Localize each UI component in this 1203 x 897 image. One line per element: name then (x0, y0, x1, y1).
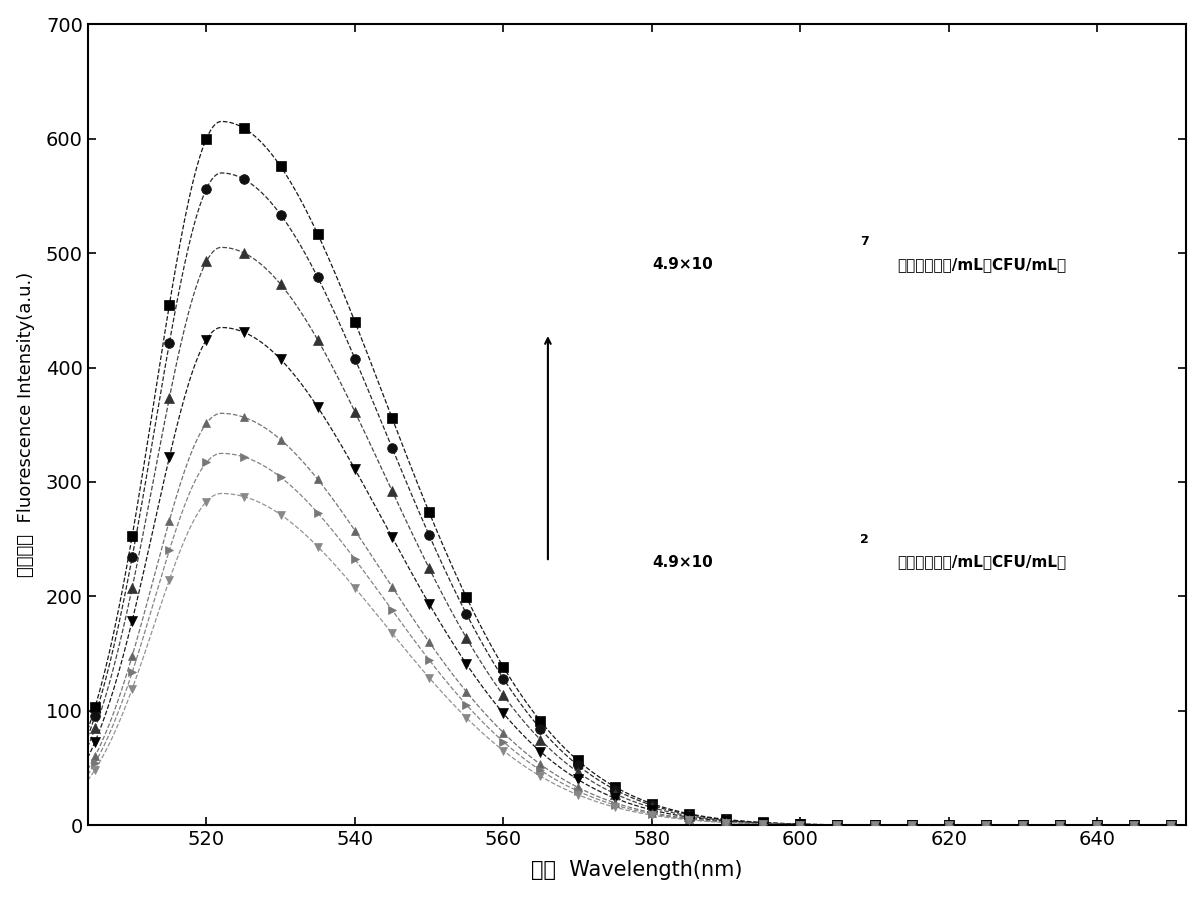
Text: 4.9×10: 4.9×10 (652, 554, 712, 570)
Text: 4.9×10: 4.9×10 (652, 257, 712, 272)
Text: 2: 2 (860, 533, 869, 545)
Text: 菌落形成单位/mL（CFU/mL）: 菌落形成单位/mL（CFU/mL） (896, 257, 1066, 272)
Y-axis label: 荆光强度  Fluorescence Intensity(a.u.): 荆光强度 Fluorescence Intensity(a.u.) (17, 272, 35, 578)
Text: 7: 7 (860, 235, 869, 248)
X-axis label: 波长  Wavelength(nm): 波长 Wavelength(nm) (532, 860, 742, 880)
Text: 菌落形成单位/mL（CFU/mL）: 菌落形成单位/mL（CFU/mL） (896, 554, 1066, 570)
